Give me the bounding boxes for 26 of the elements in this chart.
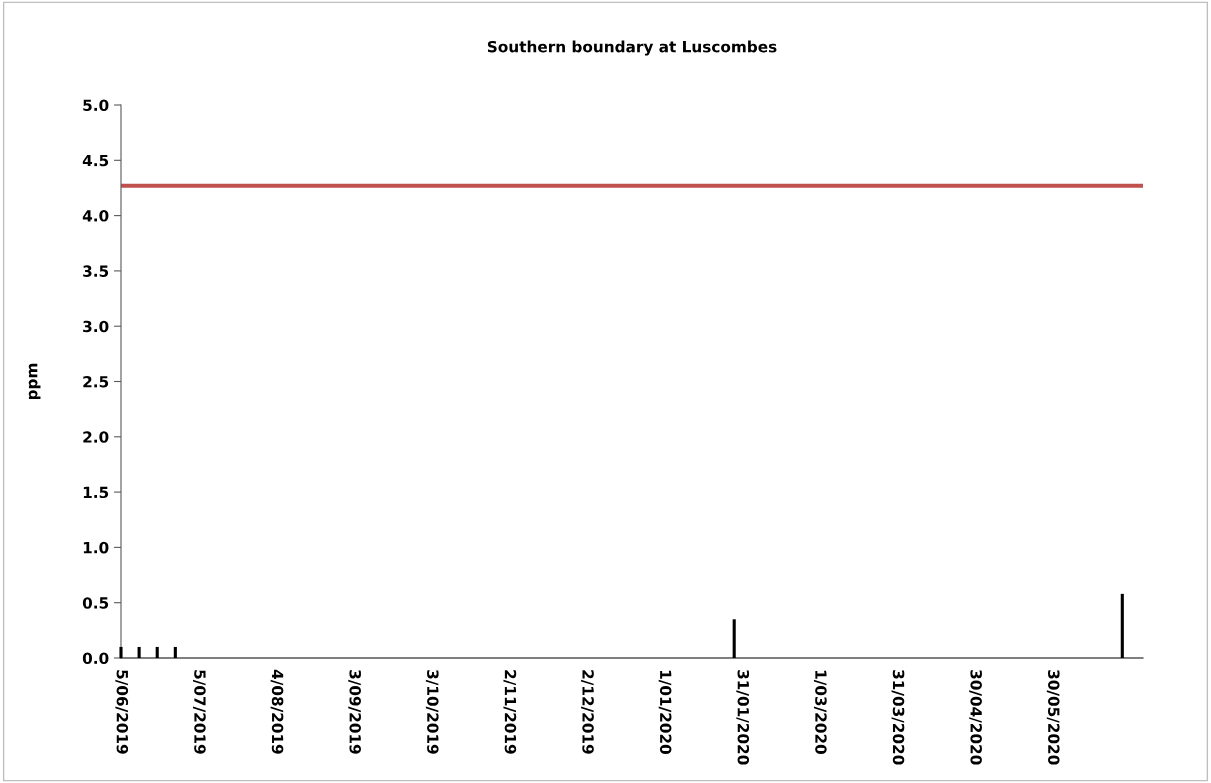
x-tick-label: 4/08/2019 [270,669,284,754]
y-tick-label: 4.5 [82,154,109,167]
chart-title: Southern boundary at Luscombes [487,40,777,56]
y-tick-label: 3.0 [83,320,109,333]
y-tick-label: 1.0 [83,541,109,554]
y-axis-title: ppm [28,363,41,400]
y-tick-label: 2.0 [83,431,109,443]
y-tick-label: 0.0 [82,652,109,665]
x-tick-label: 1/03/2020 [813,670,827,754]
x-tick-label: 31/03/2020 [891,670,905,765]
y-tick-label: 5.0 [83,99,109,112]
x-tick-label: 3/10/2019 [425,670,439,754]
x-tick-label: 3/09/2019 [348,670,361,754]
y-tick-label: 4.0 [82,210,109,222]
y-tick-label: 1.5 [83,486,109,499]
x-tick-label: 30/04/2020 [969,670,982,765]
y-tick-label: 3.5 [83,265,109,277]
x-tick-label: 5/07/2019 [192,670,206,754]
x-tick-label: 2/11/2019 [503,670,517,754]
x-tick-label: 1/01/2020 [658,670,672,754]
x-tick-label: 31/01/2020 [736,670,750,765]
x-tick-label: 5/06/2019 [115,670,129,754]
x-tick-label: 30/05/2020 [1046,670,1060,765]
x-tick-label: 2/12/2019 [581,670,594,754]
y-tick-label: 0.5 [82,597,109,609]
y-tick-label: 2.5 [83,375,109,388]
